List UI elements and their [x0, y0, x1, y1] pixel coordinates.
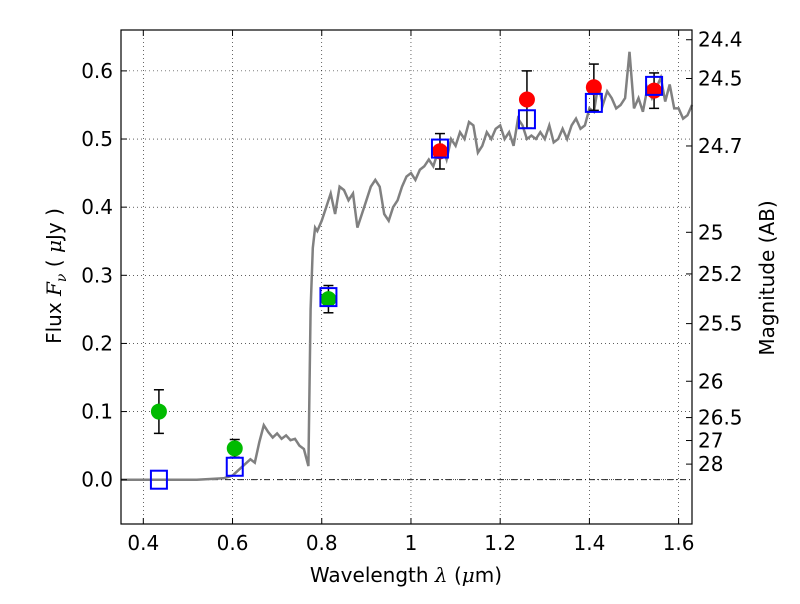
- data-point-square: [645, 75, 664, 96]
- photometry-points: [149, 63, 664, 490]
- axes-frame: [120, 29, 693, 525]
- y2-tick-label: 24.5: [698, 67, 743, 91]
- y2-tick-label: 24.4: [698, 28, 743, 52]
- x-tick-label: 1.6: [663, 531, 695, 555]
- data-point-circle: [518, 91, 535, 108]
- data-point-circle: [431, 143, 448, 160]
- ticks: 0.4 0.6 0.8 1 1.2 1.4 1.6 0.0 0.1 0.2 0.3 0.4 0.5 0.6…: [81, 28, 742, 555]
- x-axis-title: Wavelength λ (μm): [310, 563, 502, 587]
- y2-tick-label: 25: [698, 220, 723, 244]
- model-spectrum: [121, 51, 694, 481]
- data-point-square: [517, 109, 536, 130]
- data-point-circle: [585, 79, 602, 96]
- y2-tick-label: 28: [698, 452, 723, 476]
- y-tick-label: 0.6: [81, 59, 113, 83]
- y-tick-label: 0.0: [81, 468, 113, 492]
- x-tick-label: 0.4: [127, 531, 159, 555]
- y-tick-label: 0.1: [81, 400, 113, 424]
- x-tick-label: 1: [405, 531, 418, 555]
- y2-tick-label: 26.5: [698, 406, 743, 430]
- data-point-circle: [150, 403, 167, 420]
- data-point-square: [225, 456, 244, 477]
- spectrum-line: [121, 51, 694, 481]
- grid: [121, 30, 692, 524]
- y-tick-label: 0.3: [81, 263, 113, 287]
- data-point-square: [584, 92, 603, 113]
- y2-tick-label: 26: [698, 369, 723, 393]
- data-point-circle: [646, 82, 663, 99]
- y-tick-label: 0.5: [81, 127, 113, 151]
- x-tick-label: 0.8: [306, 531, 338, 555]
- x-tick-label: 0.6: [217, 531, 249, 555]
- y2-axis-title: Magnitude (AB): [755, 200, 779, 355]
- data-point-square: [149, 469, 168, 490]
- data-point-circle: [320, 291, 337, 308]
- y-tick-label: 0.4: [81, 195, 113, 219]
- data-point-square: [430, 138, 449, 159]
- x-tick-label: 1.2: [484, 531, 516, 555]
- y-axis-title: Flux Fν ( μJy ): [42, 208, 70, 344]
- plot-frame: [120, 29, 693, 525]
- data-point-square: [319, 287, 338, 308]
- y-tick-label: 0.2: [81, 331, 113, 355]
- data-point-circle: [226, 440, 243, 457]
- x-tick-label: 1.4: [573, 531, 605, 555]
- y2-tick-label: 25.5: [698, 312, 743, 336]
- y2-tick-label: 27: [698, 429, 723, 453]
- y2-tick-label: 24.7: [698, 134, 743, 158]
- y2-tick-label: 25.2: [698, 262, 743, 286]
